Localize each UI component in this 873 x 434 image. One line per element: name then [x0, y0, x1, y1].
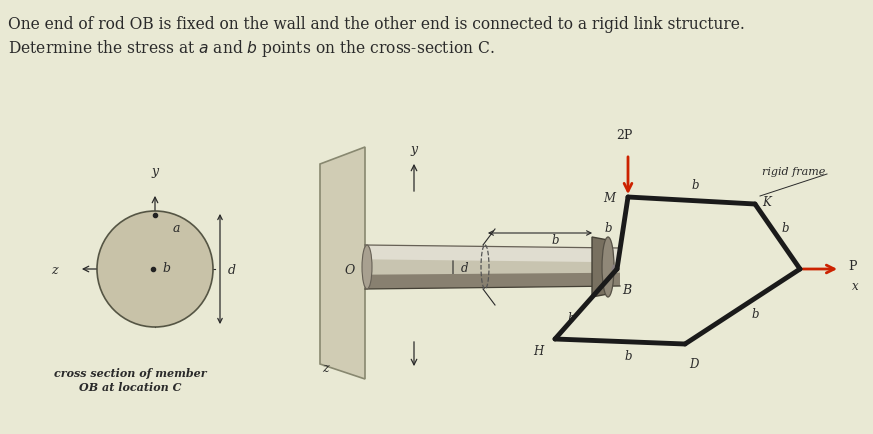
Text: z: z [321, 361, 328, 374]
Text: b: b [624, 349, 632, 362]
Text: x: x [852, 279, 859, 293]
Text: d: d [461, 261, 469, 274]
Ellipse shape [602, 237, 614, 297]
Circle shape [97, 211, 213, 327]
Text: z: z [52, 263, 58, 276]
Text: a: a [173, 221, 181, 234]
Text: b: b [752, 308, 760, 321]
Text: C: C [478, 247, 487, 256]
Text: b: b [551, 233, 559, 247]
Text: OB at location C: OB at location C [79, 381, 182, 392]
Text: rigid frame: rigid frame [761, 167, 825, 177]
Text: B: B [598, 283, 607, 295]
Polygon shape [365, 246, 620, 289]
Polygon shape [320, 148, 365, 379]
Text: b: b [567, 311, 575, 324]
Text: H: H [533, 344, 543, 357]
Polygon shape [365, 273, 620, 289]
Text: y: y [151, 164, 159, 178]
Text: b: b [604, 221, 612, 234]
Text: K: K [762, 196, 771, 209]
Text: O: O [345, 264, 355, 277]
Text: b: b [782, 221, 789, 234]
Text: 2P: 2P [615, 129, 632, 141]
Text: cross section of member: cross section of member [53, 367, 206, 378]
Text: P: P [848, 259, 856, 272]
Text: y: y [410, 143, 417, 156]
Text: B: B [622, 283, 631, 296]
Text: d: d [228, 263, 236, 276]
Text: b: b [691, 178, 698, 191]
Ellipse shape [362, 246, 372, 289]
Text: Determine the stress at $a$ and $b$ points on the cross-section C.: Determine the stress at $a$ and $b$ poin… [8, 38, 495, 59]
Polygon shape [365, 246, 620, 263]
Text: One end of rod OB is fixed on the wall and the other end is connected to a rigid: One end of rod OB is fixed on the wall a… [8, 16, 745, 33]
Polygon shape [592, 237, 608, 297]
Text: M: M [603, 191, 615, 204]
Text: D: D [689, 357, 698, 370]
Text: b: b [162, 261, 170, 274]
